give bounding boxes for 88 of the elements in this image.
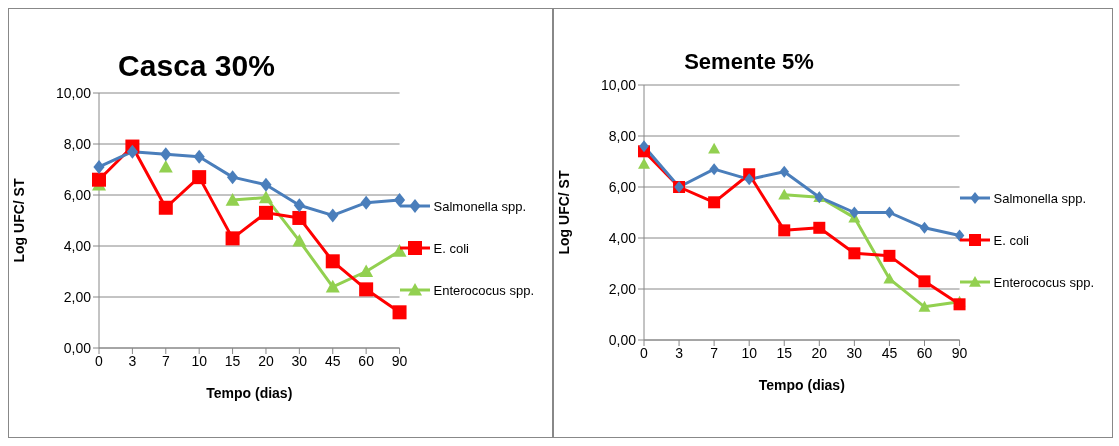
legend-label: E. coli: [433, 240, 469, 256]
x-tick-label: 20: [811, 344, 828, 361]
x-tick-label: 30: [846, 344, 863, 361]
point: [325, 279, 340, 293]
point: [392, 244, 407, 257]
x-tick-label: 7: [710, 344, 719, 361]
x-tick-label: 60: [916, 344, 933, 361]
point: [225, 231, 240, 246]
y-tick-label: 10,00: [600, 76, 637, 93]
point: [226, 170, 239, 185]
legend-label: Salmonella spp.: [993, 190, 1087, 206]
point: [292, 233, 307, 247]
x-tick-label: 15: [776, 344, 793, 361]
point: [709, 163, 719, 176]
y-tick-label: 2,00: [63, 288, 92, 305]
point: [258, 190, 273, 204]
point: [327, 208, 339, 223]
x-tick-label: 20: [258, 352, 274, 369]
x-tick-label: 0: [95, 352, 104, 369]
x-axis-title: Tempo (dias): [206, 385, 293, 401]
point: [92, 172, 106, 187]
point: [708, 142, 721, 154]
point: [225, 193, 240, 206]
point: [160, 147, 172, 162]
x-tick-label: 3: [128, 352, 137, 369]
point: [813, 221, 826, 234]
y-tick-label: 0,00: [63, 339, 92, 356]
legend-label: Enterococus spp.: [433, 282, 534, 298]
point: [260, 177, 272, 192]
y-axis-title: Log UFC/ ST: [10, 178, 27, 263]
legend-label: E. coli: [993, 232, 1029, 248]
y-tick-label: 2,00: [608, 280, 637, 297]
x-tick-label: 45: [881, 344, 898, 361]
point: [325, 254, 340, 269]
point: [258, 205, 273, 220]
x-tick-label: 10: [741, 344, 758, 361]
point: [919, 221, 930, 234]
y-axis-title: Log UFC/ ST: [555, 170, 572, 255]
y-tick-label: 10,00: [55, 84, 92, 101]
point: [359, 264, 374, 278]
point: [192, 170, 207, 185]
point: [883, 249, 896, 262]
point: [293, 198, 305, 213]
point: [918, 275, 931, 288]
point: [292, 210, 307, 225]
x-axis-title: Tempo (dias): [758, 377, 845, 393]
x-tick-label: 10: [191, 352, 208, 369]
x-tick-label: 3: [675, 344, 684, 361]
x-tick-label: 45: [324, 352, 341, 369]
x-tick-label: 90: [951, 344, 968, 361]
point: [638, 158, 650, 169]
chart-title: Casca 30%: [117, 49, 276, 83]
x-tick-label: 30: [291, 352, 308, 369]
legend-label: Enterococus spp.: [993, 274, 1094, 290]
y-tick-label: 6,00: [63, 186, 92, 203]
y-tick-label: 8,00: [63, 135, 92, 152]
x-tick-label: 7: [161, 352, 170, 369]
point: [883, 272, 896, 284]
x-tick-label: 15: [224, 352, 241, 369]
y-tick-label: 8,00: [608, 127, 637, 144]
y-tick-label: 0,00: [608, 331, 637, 348]
point: [918, 300, 931, 312]
point: [193, 149, 205, 164]
legend-label: Salmonella spp.: [433, 198, 527, 214]
point: [953, 298, 966, 311]
point: [778, 188, 791, 200]
point: [848, 247, 861, 260]
y-tick-label: 6,00: [608, 178, 637, 195]
point: [126, 144, 138, 159]
point: [392, 305, 407, 320]
point: [744, 173, 754, 186]
x-tick-label: 90: [391, 352, 408, 369]
point: [778, 224, 791, 237]
point: [639, 140, 649, 153]
point: [779, 165, 790, 178]
x-tick-label: 60: [358, 352, 375, 369]
chart-title: Semente 5%: [683, 49, 815, 75]
point: [93, 159, 105, 174]
point: [708, 196, 721, 209]
point: [158, 159, 173, 173]
point: [359, 282, 374, 297]
x-tick-label: 0: [640, 344, 649, 361]
y-tick-label: 4,00: [608, 229, 637, 246]
point: [360, 195, 372, 210]
point: [158, 200, 173, 215]
y-tick-label: 4,00: [63, 237, 92, 254]
point: [393, 193, 406, 208]
point: [954, 229, 965, 242]
